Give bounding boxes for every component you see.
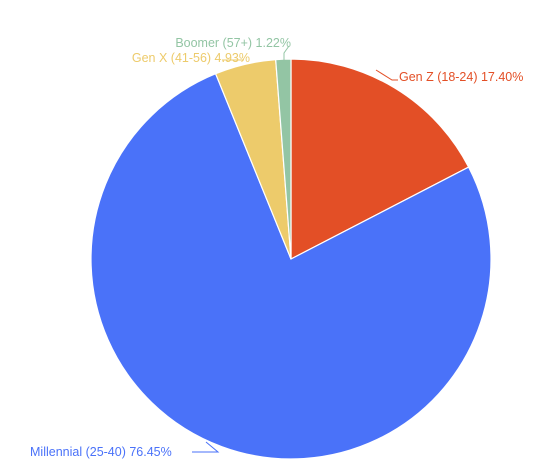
leader-lines <box>192 45 398 453</box>
leader-line-1 <box>192 441 220 453</box>
slice-labels: Gen Z (18-24) 17.40% Millennial (25-40) 7… <box>30 36 523 459</box>
leader-line-3 <box>283 45 290 60</box>
pie-slice-3 <box>275 58 292 260</box>
slice-label-1: Millennial (25-40) 76.45% <box>30 445 172 459</box>
pie-slice-0 <box>290 58 470 260</box>
leader-line-0 <box>375 69 398 81</box>
pie-slices <box>90 58 492 460</box>
slice-label-0: Gen Z (18-24) 17.40% <box>399 70 523 84</box>
slice-label-3: Boomer (57+) 1.22% <box>175 36 291 50</box>
slice-label-2: Gen X (41-56) 4.93% <box>132 51 250 65</box>
pie-slice-1 <box>90 72 492 460</box>
